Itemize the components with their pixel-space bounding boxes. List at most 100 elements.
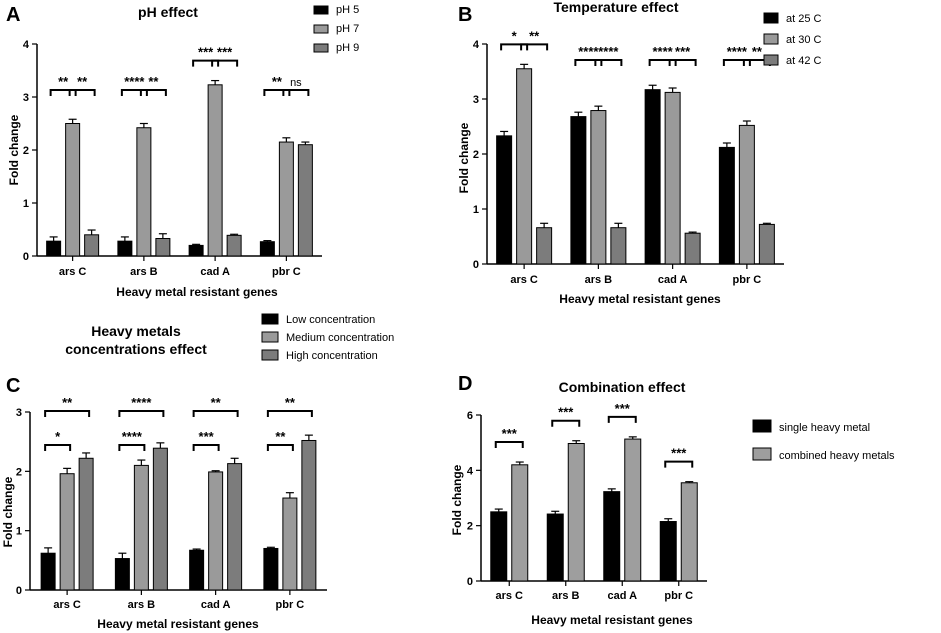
significance-bracket [282, 89, 310, 96]
significance-label: *** [199, 429, 215, 444]
y-tick-label: 4 [467, 465, 474, 477]
bar [155, 238, 171, 257]
bar [718, 146, 735, 265]
bar [603, 491, 621, 582]
x-tick-label: ars B [552, 590, 580, 602]
y-tick-label: 3 [23, 92, 29, 104]
legend-swatch [763, 12, 779, 24]
significance-bracket [120, 89, 148, 96]
panel-letter: D [458, 373, 472, 395]
legend-swatch [313, 5, 329, 15]
legend-label: combined heavy metals [779, 450, 895, 462]
legend-swatch [261, 313, 279, 325]
y-tick-label: 2 [16, 466, 22, 478]
significance-bracket [139, 89, 167, 96]
significance-bracket [500, 43, 529, 51]
legend-label: Low concentration [286, 314, 375, 326]
bar [738, 124, 755, 265]
bar [46, 240, 62, 257]
bar [297, 144, 313, 257]
significance-bracket [594, 59, 623, 66]
significance-bracket [520, 43, 549, 51]
significance-bracket [211, 59, 239, 67]
legend-label: at 42 C [786, 55, 822, 67]
significance-label: **** [727, 44, 748, 59]
significance-bracket [68, 89, 96, 96]
y-tick-label: 2 [23, 145, 29, 157]
significance-bracket [44, 410, 91, 417]
x-tick-label: ars C [53, 599, 81, 611]
significance-bracket [648, 59, 677, 66]
legend-label: pH 9 [336, 42, 359, 54]
bar [590, 110, 607, 265]
significance-bracket [664, 460, 694, 468]
significance-bracket [722, 59, 751, 66]
significance-bracket [494, 441, 524, 449]
significance-label: **** [598, 44, 619, 59]
chart-title: pH effect [138, 4, 198, 20]
bar [567, 442, 585, 582]
significance-bracket [266, 410, 313, 417]
significance-label: **** [653, 44, 674, 59]
significance-bracket [49, 89, 77, 96]
panel-letter: C [6, 375, 20, 397]
bar [516, 68, 533, 265]
significance-label: ** [275, 429, 286, 444]
x-axis-label: Heavy metal resistant genes [116, 285, 278, 299]
y-tick-label: 0 [467, 576, 473, 588]
significance-bracket [118, 444, 146, 451]
significance-bracket [192, 410, 239, 417]
bar [136, 127, 152, 257]
bar [301, 439, 317, 591]
bar [282, 497, 298, 591]
legend-label: Medium concentration [286, 332, 394, 344]
significance-label: *** [615, 401, 631, 416]
significance-label: ** [272, 74, 283, 89]
legend-label: pH 5 [336, 4, 359, 16]
chart-title: Temperature effect [553, 0, 678, 15]
y-axis-label: Fold change [457, 122, 471, 193]
legend-label: at 25 C [786, 13, 822, 25]
bar [644, 89, 661, 265]
chart-panel-b: B Temperature effect 0 1 2 3 4 Fold change Heavy… [457, 0, 822, 306]
chart-title: Heavy metals [91, 323, 181, 339]
significance-bracket [44, 444, 72, 451]
bar [496, 135, 513, 265]
y-tick-label: 0 [473, 259, 479, 271]
bar [59, 473, 75, 591]
x-tick-label: cad A [607, 590, 637, 602]
significance-bracket [574, 59, 603, 66]
bar [78, 457, 94, 591]
y-tick-label: 6 [467, 410, 473, 422]
y-axis-label: Fold change [7, 114, 21, 185]
y-tick-label: 1 [16, 526, 22, 538]
chart-panel-d: D Combination effect 0 2 4 6 Fold change Heavy … [450, 373, 895, 627]
significance-label: ** [529, 28, 540, 43]
y-axis-label: Fold change [1, 476, 15, 547]
significance-label: *** [675, 44, 691, 59]
bar [40, 552, 56, 591]
legend-swatch [763, 33, 779, 45]
bar [664, 91, 681, 265]
legend-swatch [752, 447, 772, 461]
significance-label: **** [131, 395, 152, 410]
bar [227, 463, 243, 591]
bar [511, 464, 529, 582]
significance-label: ** [285, 395, 296, 410]
bar [570, 116, 587, 265]
x-tick-label: ars B [585, 274, 613, 286]
significance-label: ** [62, 395, 73, 410]
y-axis-label: Fold change [450, 464, 464, 535]
legend-swatch [763, 54, 779, 66]
y-tick-label: 1 [473, 204, 479, 216]
significance-label: ** [211, 395, 222, 410]
bar [684, 232, 701, 265]
x-tick-label: ars C [59, 266, 87, 278]
x-tick-label: cad A [201, 599, 231, 611]
legend-label: single heavy metal [779, 422, 870, 434]
significance-label: *** [502, 426, 518, 441]
bar [84, 234, 100, 257]
bar [546, 513, 564, 582]
